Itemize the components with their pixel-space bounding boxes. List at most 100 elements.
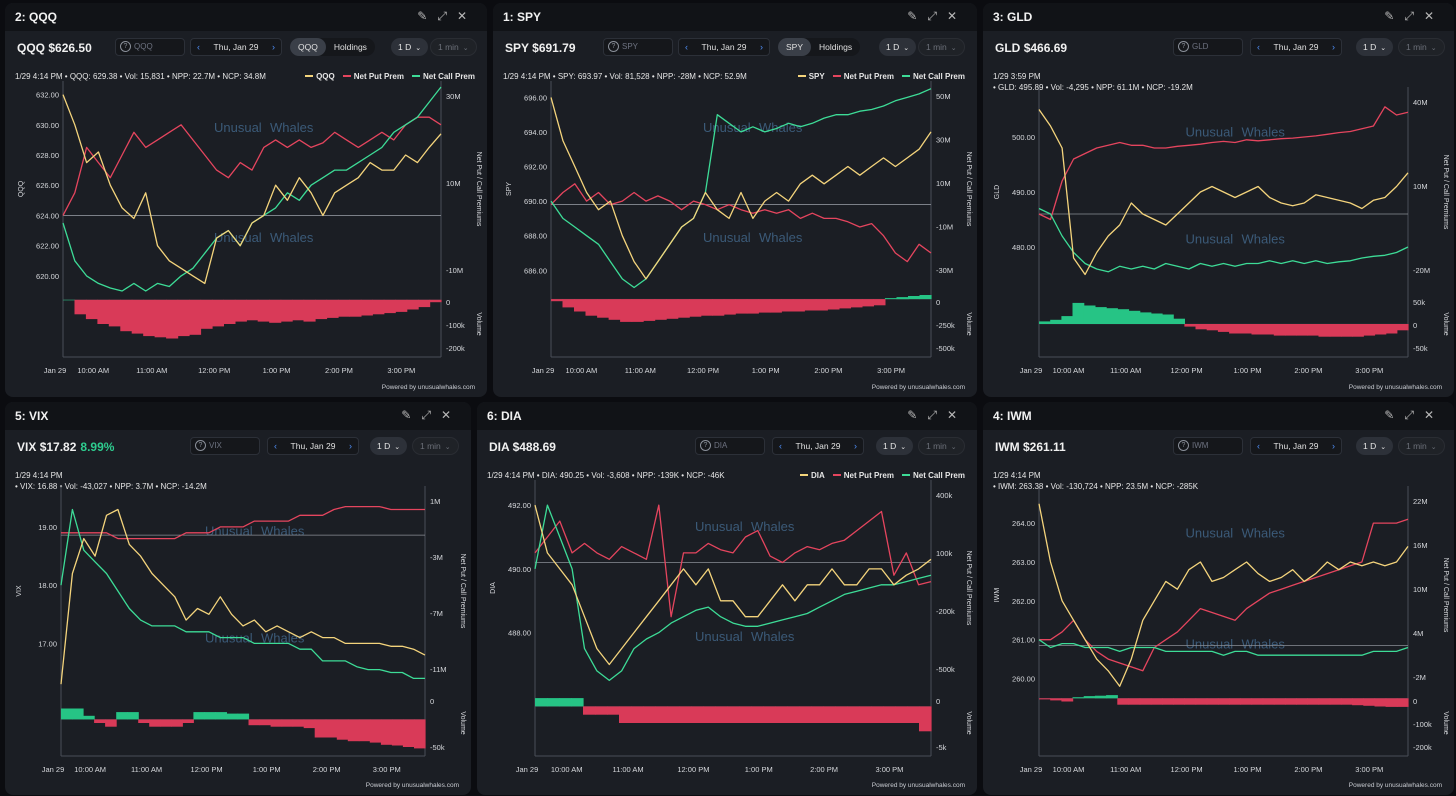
- ticker-symbol: IWM: [995, 440, 1020, 454]
- volume-bar: [182, 719, 194, 723]
- volume-bar: [303, 299, 316, 322]
- volume-bar: [314, 719, 327, 738]
- search-input[interactable]: ? IWM: [1173, 437, 1243, 455]
- prev-day-button[interactable]: ‹: [274, 441, 277, 451]
- y-tick-label: 490.00: [1012, 188, 1035, 197]
- price-chart[interactable]: Unusual Whales Unusual Whales 264.00 263.00 26…: [983, 402, 1454, 795]
- volume-bar: [193, 712, 205, 720]
- panel-title: 1: SPY: [503, 10, 542, 24]
- close-icon[interactable]: ✕: [946, 9, 967, 23]
- tab-symbol[interactable]: QQQ: [290, 38, 326, 56]
- volume-bar: [666, 299, 679, 319]
- edit-icon[interactable]: ✎: [907, 9, 928, 23]
- y-tick-label: 18.00: [38, 581, 57, 590]
- resolution-select[interactable]: 1 min ⌄: [430, 38, 477, 56]
- expand-icon[interactable]: ⤢: [1404, 9, 1424, 23]
- next-day-button[interactable]: ›: [1332, 441, 1335, 451]
- interval-select[interactable]: 1 D ⌄: [370, 437, 408, 455]
- volume-bar: [1340, 698, 1353, 705]
- edit-icon[interactable]: ✎: [401, 408, 422, 422]
- prev-day-button[interactable]: ‹: [685, 42, 688, 52]
- chevron-down-icon: ⌄: [1430, 45, 1437, 52]
- volume-bar: [83, 715, 95, 720]
- close-icon[interactable]: ✕: [1423, 408, 1444, 422]
- volume-bar: [850, 299, 863, 308]
- interval-select[interactable]: 1 D ⌄: [879, 38, 917, 56]
- volume-bar: [406, 299, 419, 310]
- resolution-select[interactable]: 1 min ⌄: [1398, 38, 1445, 56]
- close-icon[interactable]: ✕: [1423, 9, 1444, 23]
- price-chart[interactable]: Unusual Whales Unusual Whales 492.00 490.00 48…: [477, 402, 977, 795]
- tab-holdings[interactable]: Holdings: [333, 42, 367, 52]
- edit-icon[interactable]: ✎: [1384, 408, 1405, 422]
- next-day-button[interactable]: ›: [349, 441, 352, 451]
- volume-bar: [838, 299, 851, 309]
- close-icon[interactable]: ✕: [456, 9, 477, 23]
- expand-icon[interactable]: ⤢: [421, 408, 441, 422]
- edit-icon[interactable]: ✎: [907, 408, 928, 422]
- price-chart[interactable]: Unusual Whales Unusual Whales 500.00 490.00 48…: [983, 3, 1454, 397]
- x-tick-label: 3:00 PM: [387, 366, 415, 375]
- prev-day-button[interactable]: ‹: [1257, 441, 1260, 451]
- volume-bar: [138, 719, 150, 723]
- search-input[interactable]: ? VIX: [190, 437, 260, 455]
- y-tick-label: 262.00: [1012, 597, 1035, 606]
- interval-select[interactable]: 1 D ⌄: [1356, 38, 1394, 56]
- volume-bar: [1363, 698, 1376, 706]
- next-day-button[interactable]: ›: [1332, 42, 1335, 52]
- series-line-ncp: [550, 88, 932, 289]
- volume-bar: [884, 298, 897, 300]
- y-tick-label: 500.00: [1012, 133, 1035, 142]
- volume-bar: [1296, 324, 1308, 336]
- interval-select[interactable]: 1 D ⌄: [1356, 437, 1394, 455]
- prev-day-button[interactable]: ‹: [1257, 42, 1260, 52]
- expand-icon[interactable]: ⤢: [927, 9, 947, 23]
- volume-bar: [859, 706, 872, 723]
- volume-bar: [792, 299, 805, 312]
- interval-value: 1 D: [883, 441, 897, 451]
- volume-bar: [120, 299, 133, 332]
- volume-bar: [769, 299, 782, 313]
- resolution-select[interactable]: 1 min ⌄: [918, 38, 965, 56]
- volume-bar: [143, 299, 156, 337]
- edit-icon[interactable]: ✎: [1384, 9, 1405, 23]
- search-input[interactable]: ? SPY: [603, 38, 673, 56]
- series-line-npp: [61, 505, 425, 540]
- next-day-button[interactable]: ›: [760, 42, 763, 52]
- chevron-down-icon: ⌄: [394, 444, 401, 451]
- ticker-symbol: VIX: [17, 440, 37, 454]
- legend-price: QQQ: [316, 72, 335, 81]
- resolution-select[interactable]: 1 min ⌄: [412, 437, 459, 455]
- resolution-select[interactable]: 1 min ⌄: [918, 437, 965, 455]
- legend-ncp: Net Call Prem: [912, 471, 965, 480]
- close-icon[interactable]: ✕: [440, 408, 461, 422]
- edit-icon[interactable]: ✎: [417, 9, 438, 23]
- expand-icon[interactable]: ⤢: [927, 408, 947, 422]
- expand-icon[interactable]: ⤢: [437, 9, 457, 23]
- volume-bar: [1050, 319, 1062, 324]
- search-input[interactable]: ? QQQ: [115, 38, 185, 56]
- interval-select[interactable]: 1 D ⌄: [876, 437, 914, 455]
- x-tick-label: 11:00 AM: [131, 765, 162, 774]
- next-day-button[interactable]: ›: [272, 42, 275, 52]
- volume-bar: [326, 299, 339, 318]
- close-icon[interactable]: ✕: [946, 408, 967, 422]
- tab-symbol[interactable]: SPY: [778, 38, 812, 56]
- prev-day-button[interactable]: ‹: [779, 441, 782, 451]
- price-chart[interactable]: Unusual Whales Unusual Whales 632.00 630.00 62…: [5, 3, 487, 397]
- search-input[interactable]: ? GLD: [1173, 38, 1243, 56]
- volume-bar: [1318, 324, 1331, 337]
- expand-icon[interactable]: ⤢: [1404, 408, 1424, 422]
- tab-holdings[interactable]: Holdings: [819, 42, 853, 52]
- resolution-select[interactable]: 1 min ⌄: [1398, 437, 1445, 455]
- right-tick-label: 400k: [936, 491, 953, 500]
- search-input[interactable]: ? DIA: [695, 437, 765, 455]
- date-label: Thu, Jan 29: [1273, 42, 1319, 52]
- interval-select[interactable]: 1 D ⌄: [391, 38, 429, 56]
- watermark-unusual: Unusual: [1186, 125, 1234, 140]
- prev-day-button[interactable]: ‹: [197, 42, 200, 52]
- next-day-button[interactable]: ›: [854, 441, 857, 451]
- volume-bar: [1273, 698, 1286, 705]
